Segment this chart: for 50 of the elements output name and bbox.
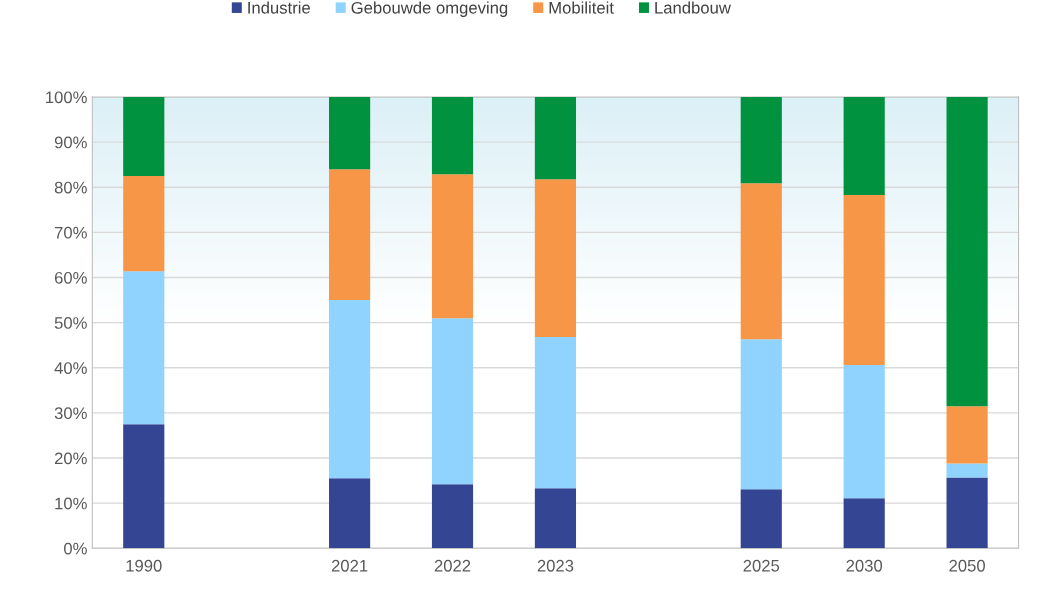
bar xyxy=(431,174,474,319)
bar xyxy=(329,97,371,170)
bar xyxy=(534,97,577,180)
bar xyxy=(740,97,782,184)
x-tick-label: 2030 xyxy=(846,559,883,572)
y-tick-label: 80% xyxy=(54,181,87,194)
y-tick-label: 100% xyxy=(46,91,87,104)
y-tick-label: 0% xyxy=(64,542,87,555)
bar xyxy=(946,406,988,464)
bar xyxy=(534,337,577,489)
y-tick-label: 10% xyxy=(55,497,87,510)
bar xyxy=(123,175,165,272)
bar xyxy=(946,97,988,407)
x-tick-label: 2022 xyxy=(434,559,471,572)
bar xyxy=(843,97,885,195)
bar xyxy=(946,477,988,549)
bar xyxy=(123,97,165,176)
bar xyxy=(431,318,474,485)
legend-label: Landbouw xyxy=(655,1,731,14)
bar xyxy=(740,183,782,340)
bar xyxy=(123,424,165,549)
bar xyxy=(123,271,165,425)
bar xyxy=(946,463,988,478)
bar xyxy=(329,478,371,549)
y-tick-label: 40% xyxy=(54,362,87,374)
bar xyxy=(843,498,885,549)
y-tick-label: 30% xyxy=(54,407,87,420)
legend-label: Industrie xyxy=(248,1,310,14)
y-tick-label: 90% xyxy=(54,136,87,149)
bar xyxy=(431,97,474,175)
bar xyxy=(534,179,577,338)
y-tick-label: 60% xyxy=(54,271,87,284)
y-tick-label: 50% xyxy=(54,317,87,329)
bar xyxy=(843,365,885,499)
y-tick-label: 70% xyxy=(54,226,87,239)
bar xyxy=(329,169,371,301)
bar xyxy=(534,488,577,549)
bar xyxy=(431,484,474,549)
x-tick-label: 2050 xyxy=(949,559,985,572)
x-tick-label: 2023 xyxy=(537,559,574,572)
x-tick-label: 2025 xyxy=(743,559,780,572)
y-tick-label: 20% xyxy=(54,452,87,465)
legend-label: Mobiliteit xyxy=(549,1,614,14)
legend-label: Gebouwde omgeving xyxy=(351,1,508,17)
bar xyxy=(740,489,782,549)
bar xyxy=(740,339,782,490)
x-tick-label: 2021 xyxy=(331,559,368,572)
bar xyxy=(843,194,885,366)
x-tick-label: 1990 xyxy=(126,559,162,572)
bar xyxy=(329,300,371,479)
